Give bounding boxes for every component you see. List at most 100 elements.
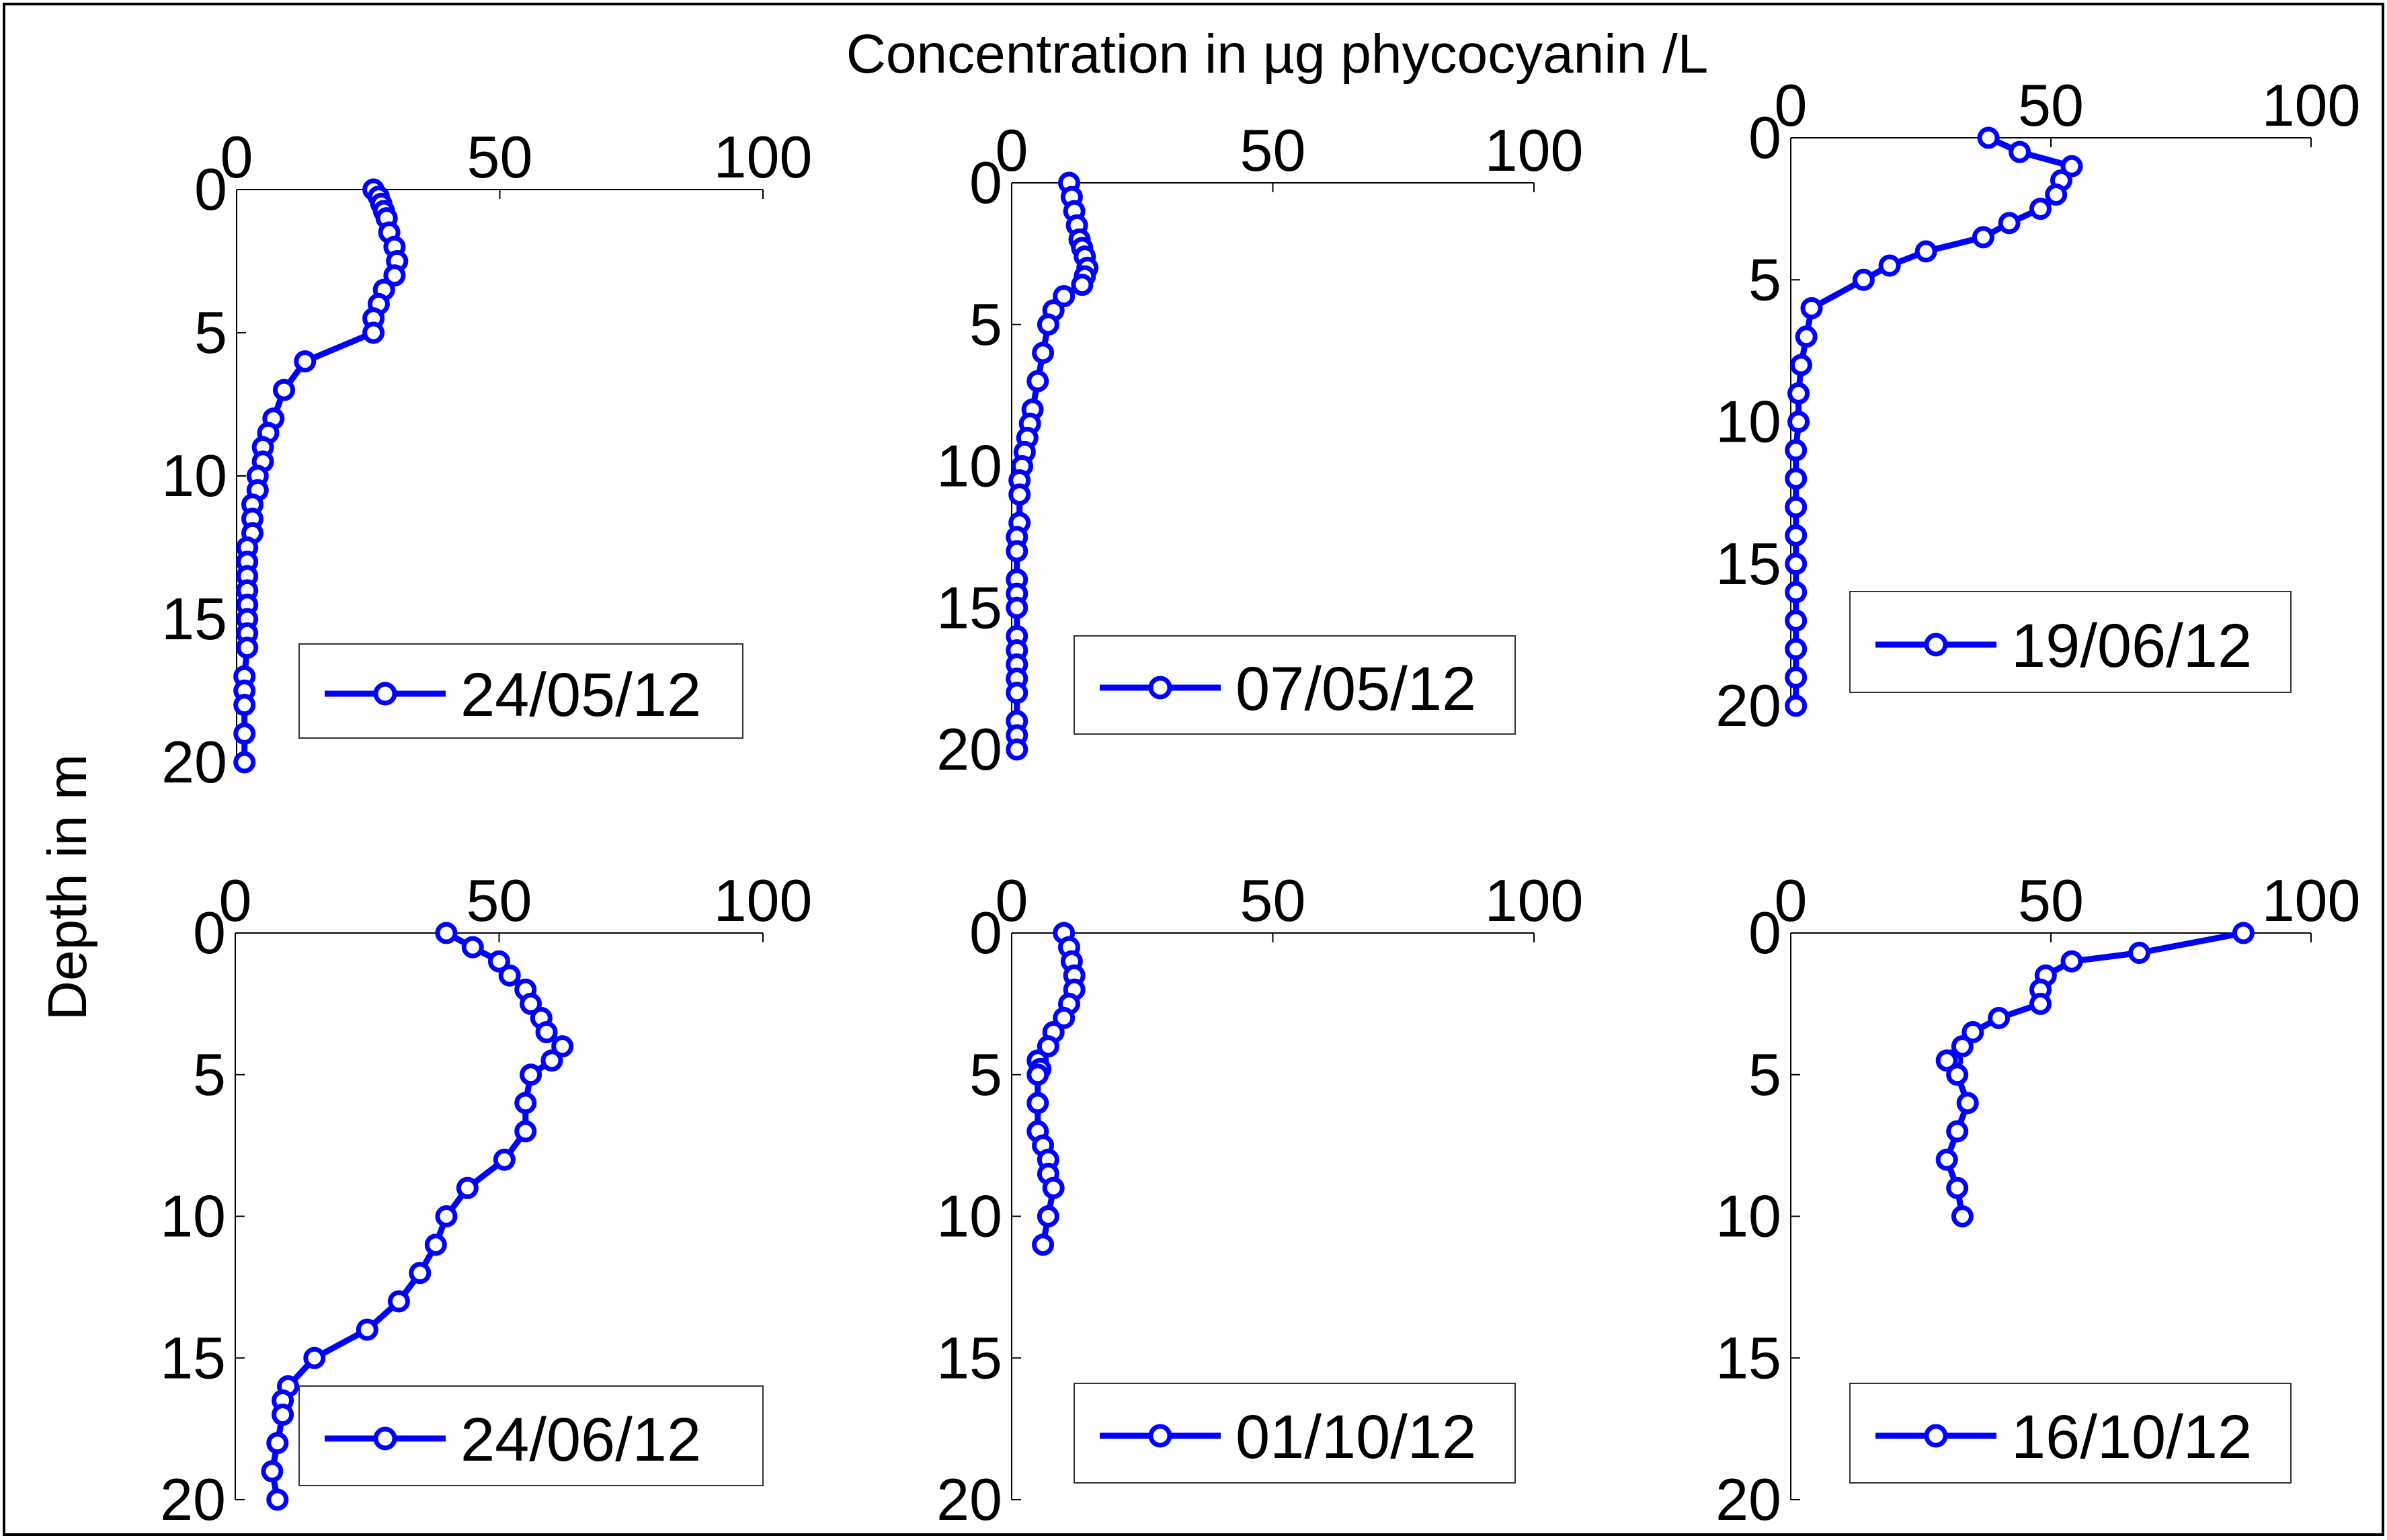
legend-marker xyxy=(1924,633,1948,657)
data-point xyxy=(1006,682,1028,704)
data-point xyxy=(266,1432,289,1455)
y-tick-label: 5 xyxy=(1748,1041,1781,1108)
figure-frame xyxy=(3,3,2384,1536)
data-point xyxy=(233,694,256,717)
legend-marker xyxy=(1148,1424,1172,1448)
data-point xyxy=(514,1120,537,1143)
legend-marker xyxy=(373,682,397,706)
x-tick-label: 0 xyxy=(219,867,252,934)
legend-label: 16/10/12 xyxy=(2011,1403,2252,1471)
data-point xyxy=(1800,297,1823,319)
y-tick-label: 20 xyxy=(1715,1466,1781,1533)
x-tick-label: 50 xyxy=(467,867,532,934)
y-tick-label: 15 xyxy=(161,585,227,652)
legend-label: 01/10/12 xyxy=(1236,1403,1476,1471)
y-tick-label: 20 xyxy=(936,716,1002,782)
data-point xyxy=(233,722,256,745)
legend-label: 19/06/12 xyxy=(2011,612,2252,680)
data-point xyxy=(1988,1007,2011,1029)
y-tick-label: 15 xyxy=(936,1324,1002,1391)
legend: 16/10/12 xyxy=(1849,1383,2292,1484)
data-point xyxy=(1956,1092,1979,1115)
data-point xyxy=(2060,155,2083,177)
y-tick-label: 0 xyxy=(1748,104,1781,171)
data-point xyxy=(1852,268,1875,291)
x-tick-label: 100 xyxy=(2262,72,2361,138)
data-point xyxy=(1053,285,1076,308)
legend: 01/10/12 xyxy=(1074,1383,1516,1484)
data-point xyxy=(1785,638,1808,660)
data-point xyxy=(1785,524,1808,546)
panel-6: 0 50 100 0 5 10 15 20 16/10/12 xyxy=(1715,867,2360,1533)
y-tick-label: 5 xyxy=(194,299,227,366)
data-point xyxy=(2128,942,2151,964)
x-tick-label: 0 xyxy=(1775,867,1808,934)
x-tick-label: 50 xyxy=(1240,867,1306,934)
legend-label: 24/06/12 xyxy=(460,1406,701,1474)
legend-box xyxy=(1074,1383,1516,1484)
data-point xyxy=(1946,1120,1969,1143)
y-tick-label: 20 xyxy=(936,1466,1002,1533)
data-point xyxy=(520,992,542,1015)
data-point xyxy=(1790,354,1812,376)
data-point xyxy=(498,964,521,987)
data-point xyxy=(2045,184,2068,206)
data-point xyxy=(273,378,295,401)
legend-marker xyxy=(1148,676,1172,700)
panel-1: 0 50 100 0 5 10 15 20 24/05/12 xyxy=(161,124,812,795)
x-tick-label: 0 xyxy=(996,117,1028,184)
x-tick-label: 100 xyxy=(2262,867,2361,934)
x-tick-label: 50 xyxy=(2018,72,2084,138)
y-tick-label: 10 xyxy=(1715,389,1781,455)
data-point xyxy=(1032,341,1055,364)
legend: 24/06/12 xyxy=(298,1385,764,1486)
x-tick-label: 100 xyxy=(714,867,813,934)
y-tick-label: 0 xyxy=(1748,899,1781,966)
y-tick-label: 20 xyxy=(1715,672,1781,739)
data-point xyxy=(2009,140,2031,163)
data-point xyxy=(1071,274,1094,296)
x-tick-label: 100 xyxy=(1485,867,1584,934)
data-point xyxy=(424,1233,447,1256)
y-tick-label: 15 xyxy=(936,574,1002,641)
data-point xyxy=(236,637,259,659)
y-tick-label: 20 xyxy=(161,729,227,795)
data-point xyxy=(1042,1176,1065,1199)
data-point xyxy=(1935,1049,1958,1072)
y-tick-label: 10 xyxy=(160,1183,226,1250)
data-point xyxy=(1785,467,1808,490)
data-point xyxy=(520,1063,542,1086)
data-point xyxy=(1026,1092,1049,1115)
data-point xyxy=(1037,313,1059,336)
data-point xyxy=(1787,382,1810,405)
data-point xyxy=(1785,553,1808,575)
data-point xyxy=(1785,609,1808,632)
data-point xyxy=(1785,666,1808,689)
data-point xyxy=(1785,495,1808,518)
data-point xyxy=(461,936,484,959)
figure-title: Concentration in µg phycocyanin /L xyxy=(846,24,1709,85)
data-point xyxy=(383,264,406,287)
data-point xyxy=(2232,922,2255,944)
x-tick-label: 0 xyxy=(220,124,253,190)
data-point xyxy=(1037,1035,1059,1058)
x-tick-label: 100 xyxy=(1485,117,1584,184)
y-tick-label: 0 xyxy=(193,899,226,966)
data-point xyxy=(362,321,385,344)
x-tick-label: 50 xyxy=(467,124,533,190)
data-point xyxy=(540,1049,563,1072)
data-point xyxy=(1032,1233,1055,1256)
data-point xyxy=(514,1092,537,1115)
x-tick-label: 50 xyxy=(2018,867,2084,934)
y-tick-label: 5 xyxy=(193,1041,226,1108)
data-point xyxy=(2060,950,2083,973)
data-point xyxy=(1914,240,1937,263)
data-point xyxy=(1961,1021,1984,1043)
data-point xyxy=(2029,992,2052,1015)
y-tick-label: 0 xyxy=(969,149,1002,216)
data-point xyxy=(1795,325,1818,348)
data-point xyxy=(535,1021,558,1043)
data-point xyxy=(435,1205,458,1227)
